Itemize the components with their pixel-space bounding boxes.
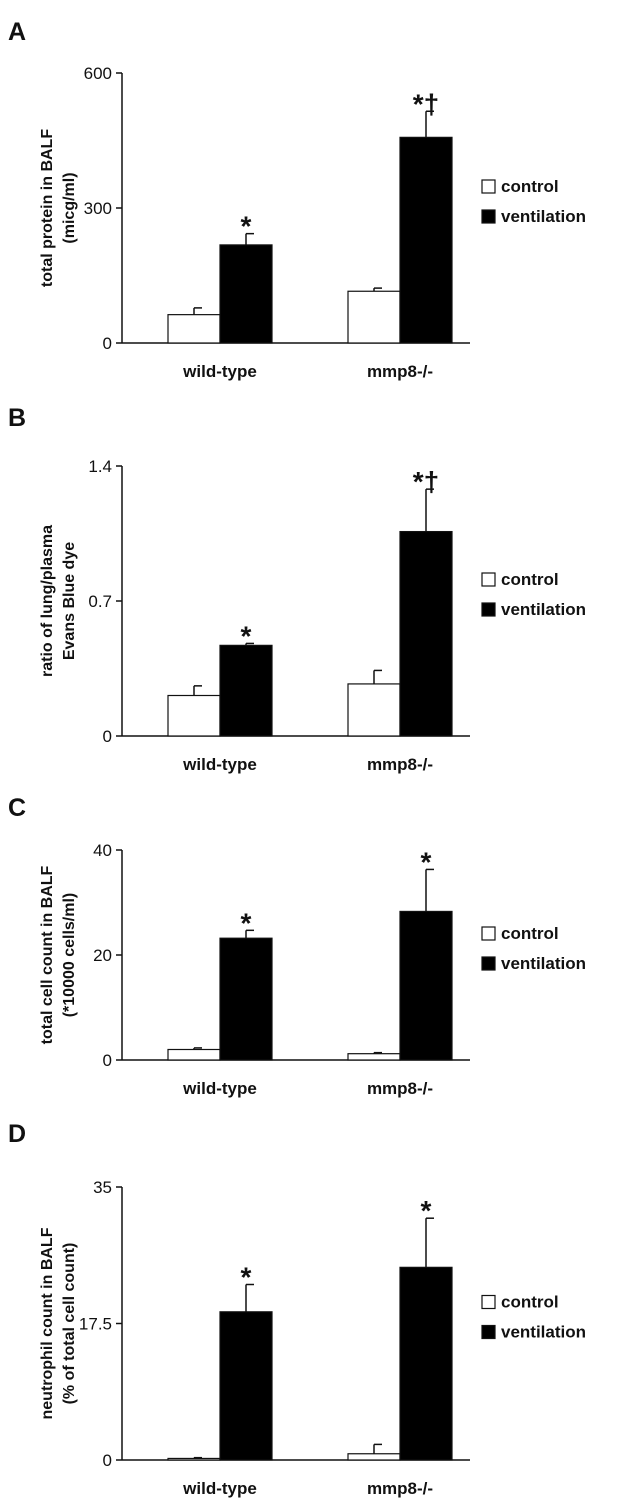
bar-control-mmp8-/-: [347, 683, 401, 737]
y-axis-label: (% of total cell count): [61, 1243, 78, 1405]
bar-ventilation-wild-type: [219, 937, 273, 1061]
y-tick-label: 20: [93, 946, 112, 965]
y-tick-label: 600: [84, 64, 112, 83]
legend-swatch-ventilation: [481, 1324, 496, 1340]
bar-control-wild-type: [167, 314, 221, 344]
bar-ventilation-mmp8-/-: [399, 910, 453, 1061]
legend-label: control: [501, 570, 559, 589]
y-axis-label: Evans Blue dye: [61, 542, 78, 660]
panel-letter: A: [8, 18, 26, 46]
y-axis-label: (*10000 cells/ml): [61, 893, 78, 1018]
panel-letter: D: [8, 1120, 26, 1148]
y-tick-label: 17.5: [79, 1315, 112, 1334]
y-tick-label: 1.4: [88, 457, 112, 476]
y-tick-label: 0: [103, 727, 112, 746]
y-axis-label: total cell count in BALF: [39, 865, 56, 1044]
legend-label: ventilation: [501, 600, 586, 619]
x-category-label: mmp8-/-: [367, 1479, 433, 1498]
y-tick-label: 40: [93, 841, 112, 860]
panel-letter: B: [8, 404, 26, 432]
legend-label: ventilation: [501, 207, 586, 226]
y-tick-label: 0.7: [88, 592, 112, 611]
bar-control-mmp8-/-: [347, 1053, 401, 1061]
bar-ventilation-mmp8-/-: [399, 530, 453, 737]
y-tick-label: 0: [103, 1051, 112, 1070]
x-category-label: wild-type: [182, 1079, 257, 1098]
legend-label: control: [501, 924, 559, 943]
y-tick-label: 0: [103, 1451, 112, 1470]
significance-marker: *: [241, 620, 252, 651]
legend-swatch-control: [481, 572, 496, 587]
bar-ventilation-mmp8-/-: [399, 136, 453, 344]
y-tick-label: 300: [84, 199, 112, 218]
y-axis-label: ratio of lung/plasma: [39, 525, 56, 677]
bar-control-wild-type: [167, 1457, 221, 1461]
bar-ventilation-wild-type: [219, 244, 273, 344]
legend-label: control: [501, 1293, 559, 1312]
legend-swatch-control: [481, 1294, 496, 1310]
significance-marker: *: [421, 846, 432, 877]
bar-control-wild-type: [167, 1048, 221, 1061]
y-axis-label: total protein in BALF: [39, 129, 56, 287]
x-category-label: wild-type: [182, 755, 257, 774]
x-category-label: wild-type: [182, 362, 257, 381]
bar-ventilation-wild-type: [219, 644, 273, 737]
legend-swatch-ventilation: [481, 602, 496, 617]
legend-swatch-ventilation: [481, 209, 496, 224]
y-axis-label: neutrophil count in BALF: [39, 1227, 56, 1419]
significance-marker: *†: [413, 88, 439, 119]
significance-marker: *: [241, 907, 252, 938]
bar-control-mmp8-/-: [347, 290, 401, 344]
significance-marker: *: [421, 1195, 432, 1226]
bar-control-mmp8-/-: [347, 1453, 401, 1461]
bar-ventilation-mmp8-/-: [399, 1266, 453, 1461]
y-tick-label: 35: [93, 1178, 112, 1197]
significance-marker: *: [241, 1262, 252, 1293]
significance-marker: *: [241, 211, 252, 242]
legend-label: ventilation: [501, 1323, 586, 1342]
x-category-label: wild-type: [182, 1479, 257, 1498]
legend-swatch-control: [481, 926, 496, 941]
panel-letter: C: [8, 794, 26, 822]
x-category-label: mmp8-/-: [367, 755, 433, 774]
legend-swatch-ventilation: [481, 956, 496, 971]
bar-control-wild-type: [167, 694, 221, 737]
x-category-label: mmp8-/-: [367, 1079, 433, 1098]
significance-marker: *†: [413, 466, 439, 497]
y-axis-label: (micg/ml): [61, 172, 78, 243]
legend-label: ventilation: [501, 954, 586, 973]
y-tick-label: 0: [103, 334, 112, 353]
legend-swatch-control: [481, 179, 496, 194]
bar-ventilation-wild-type: [219, 1311, 273, 1461]
legend-label: control: [501, 177, 559, 196]
x-category-label: mmp8-/-: [367, 362, 433, 381]
